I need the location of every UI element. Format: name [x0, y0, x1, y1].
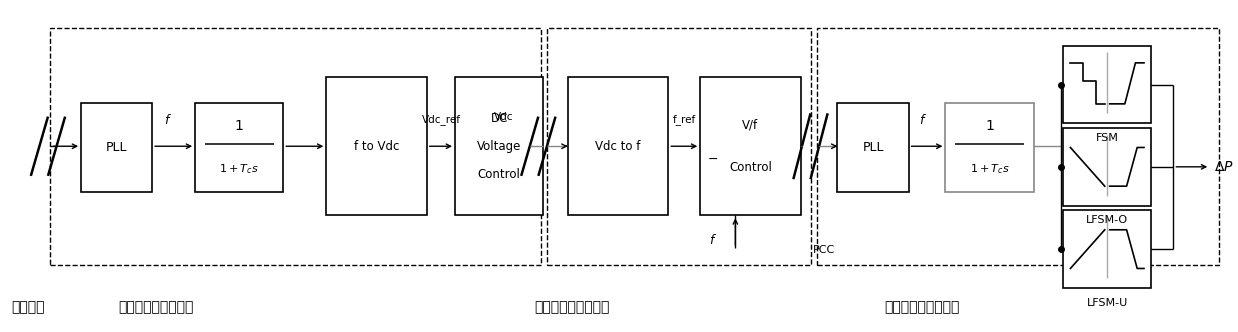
Text: 交流电网: 交流电网: [11, 300, 45, 314]
Text: DC: DC: [490, 112, 508, 125]
Text: Voltage: Voltage: [477, 140, 521, 153]
Bar: [196, 104, 284, 192]
Text: 海上风电场控制保护: 海上风电场控制保护: [884, 300, 959, 314]
Text: 1: 1: [985, 120, 994, 133]
Bar: [568, 77, 669, 215]
Text: $1+T_c s$: $1+T_c s$: [219, 162, 259, 176]
Text: 1: 1: [235, 120, 244, 133]
Text: Control: Control: [729, 161, 771, 174]
Bar: [1063, 210, 1151, 288]
Bar: [547, 28, 811, 265]
Text: Vdc to f: Vdc to f: [595, 140, 641, 153]
Bar: [51, 28, 541, 265]
Text: $f$: $f$: [709, 233, 717, 247]
Bar: [837, 104, 909, 192]
Bar: [327, 77, 427, 215]
Text: −: −: [708, 153, 718, 166]
Text: $1+T_c s$: $1+T_c s$: [969, 162, 1009, 176]
Text: f_ref: f_ref: [672, 115, 696, 125]
Text: PLL: PLL: [106, 141, 128, 154]
Text: Control: Control: [478, 168, 520, 181]
Text: 海上换流站控制保护: 海上换流站控制保护: [535, 300, 610, 314]
Text: f to Vdc: f to Vdc: [354, 140, 399, 153]
Text: FSM: FSM: [1096, 133, 1119, 143]
Text: Vdc: Vdc: [494, 112, 514, 122]
Text: $f$: $f$: [920, 113, 927, 127]
Text: LFSM-O: LFSM-O: [1086, 215, 1128, 225]
Bar: [817, 28, 1218, 265]
Text: 岸上换流站控制保护: 岸上换流站控制保护: [118, 300, 193, 314]
Text: V/f: V/f: [743, 118, 759, 131]
Text: Vdc_ref: Vdc_ref: [422, 115, 461, 125]
Bar: [1063, 128, 1151, 206]
Text: $\Delta P$: $\Delta P$: [1213, 160, 1234, 174]
Bar: [1063, 46, 1151, 123]
Bar: [80, 104, 152, 192]
Bar: [456, 77, 543, 215]
Text: $f$: $f$: [165, 113, 172, 127]
Text: PLL: PLL: [863, 141, 884, 154]
Text: LFSM-U: LFSM-U: [1087, 297, 1128, 308]
Text: PCC: PCC: [813, 245, 836, 255]
Bar: [946, 104, 1034, 192]
Bar: [701, 77, 801, 215]
